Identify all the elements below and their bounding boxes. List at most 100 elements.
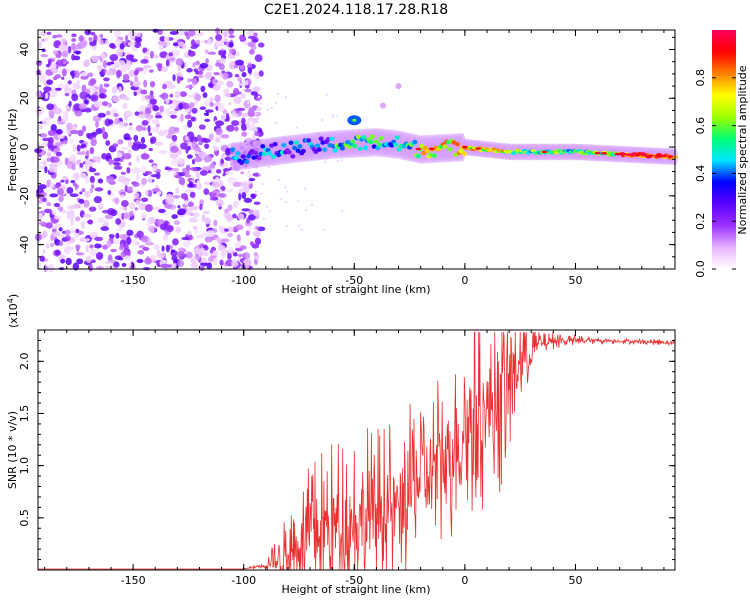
heatmap-noise-blob [70, 226, 76, 232]
heatmap-noise-blob [75, 244, 81, 250]
heatmap-track-cell [419, 143, 425, 149]
heatmap-faint-dot [258, 173, 261, 176]
snr-y-scale-close: ) [7, 294, 20, 298]
heatmap-noise-blob [233, 64, 239, 69]
heatmap-noise-blob [183, 124, 188, 131]
heatmap-noise-blob [69, 138, 74, 145]
heatmap-noise-blob [90, 259, 96, 264]
heatmap-noise-blob [253, 201, 261, 205]
heatmap-noise-blob [216, 199, 224, 207]
heatmap-track-cell [240, 154, 246, 159]
heatmap-noise-blob [108, 42, 116, 49]
heatmap-track-cell [431, 153, 437, 158]
heatmap-noise-blob [36, 90, 41, 98]
heatmap-noise-blob [141, 120, 149, 126]
heatmap-noise-blob [165, 59, 170, 67]
heatmap-noise-blob [107, 190, 112, 195]
heatmap-faint-dot [246, 126, 250, 129]
heatmap-noise-blob [184, 174, 192, 178]
heatmap-noise-blob [204, 143, 210, 149]
heatmap-noise-blob [243, 197, 253, 203]
heatmap-noise-blob [172, 42, 180, 47]
heatmap-noise-blob [63, 246, 72, 255]
heatmap-noise-blob [36, 60, 43, 66]
heatmap-track-cell [235, 151, 241, 156]
heatmap-track-cell [392, 142, 398, 147]
heatmap-noise-blob [192, 212, 200, 218]
heatmap-noise-blob [225, 112, 230, 120]
figure-title: C2E1.2024.118.17.28.R18 [264, 2, 448, 18]
heatmap-noise-blob [184, 212, 191, 216]
heatmap-noise-blob [44, 92, 49, 100]
heatmap-outlier-core [352, 118, 357, 122]
heatmap-noise-blob [252, 86, 261, 92]
heatmap-track-core [428, 147, 435, 151]
heatmap-noise-blob [164, 35, 170, 43]
heatmap-noise-blob [190, 205, 199, 210]
heatmap-noise-blob [168, 110, 178, 115]
heatmap-noise-blob [123, 133, 131, 140]
heatmap-noise-blob [177, 157, 184, 164]
heatmap-noise-blob [36, 261, 42, 269]
heatmap-noise-blob [168, 52, 174, 57]
heatmap-noise-blob [115, 218, 122, 225]
heatmap-noise-blob [256, 106, 262, 112]
heatmap-faint-dot [336, 159, 339, 163]
heatmap-noise-blob [163, 203, 173, 209]
heatmap-noise-blob [112, 143, 119, 148]
heatmap-noise-blob [89, 41, 97, 47]
heatmap-noise-blob [76, 159, 81, 163]
heatmap-noise-blob [248, 49, 255, 55]
heatmap-noise-blob [178, 172, 186, 177]
heatmap-noise-blob [190, 116, 196, 122]
heatmap-noise-blob [133, 91, 137, 96]
heatmap-noise-blob [225, 124, 235, 132]
heatmap-noise-blob [58, 227, 63, 232]
heatmap-noise-blob [47, 130, 56, 136]
heatmap-noise-blob [185, 164, 191, 172]
heatmap-noise-blob [133, 134, 139, 142]
heatmap-noise-blob [97, 112, 106, 118]
heatmap-track-cell [368, 139, 374, 145]
heatmap-noise-blob [40, 54, 49, 58]
heatmap-noise-blob [196, 180, 200, 188]
heatmap-noise-blob [38, 184, 47, 190]
heatmap-noise-blob [38, 124, 43, 130]
heatmap-noise-blob [84, 29, 92, 36]
heatmap-noise-blob [132, 182, 140, 187]
heatmap-track-cell [352, 143, 358, 149]
heatmap-noise-blob [248, 177, 256, 182]
heatmap-noise-blob [247, 35, 256, 39]
heatmap-noise-blob [218, 63, 225, 71]
heatmap-noise-blob [165, 197, 175, 205]
heatmap-noise-blob [143, 64, 152, 69]
heatmap-noise-blob [172, 194, 181, 199]
heatmap-noise-blob [172, 74, 176, 82]
heatmap-noise-blob [187, 78, 191, 83]
heatmap-noise-blob [241, 71, 247, 78]
heatmap-faint-dot [286, 190, 289, 193]
heatmap-noise-blob [135, 69, 139, 75]
heatmap-noise-blob [136, 230, 144, 238]
heatmap-noise-blob [184, 114, 192, 120]
heatmap-noise-blob [95, 120, 99, 128]
heatmap-noise-blob [67, 80, 72, 85]
heatmap-noise-blob [179, 76, 184, 81]
heatmap-noise-blob [237, 253, 245, 257]
heatmap-noise-blob [238, 81, 247, 87]
heatmap-noise-blob [88, 263, 93, 272]
heatmap-noise-blob [154, 115, 163, 119]
heatmap-noise-blob [108, 158, 113, 166]
heatmap-faint-dot [284, 200, 287, 204]
heatmap-faint-dot [304, 187, 307, 190]
heatmap-noise-blob [46, 151, 52, 158]
heatmap-noise-blob [188, 102, 195, 108]
heatmap-noise-blob [213, 72, 220, 76]
heatmap-noise-blob [81, 221, 85, 230]
heatmap-noise-blob [192, 225, 198, 230]
heatmap-noise-blob [187, 145, 191, 151]
heatmap-noise-blob [187, 29, 196, 37]
heatmap-noise-blob [158, 40, 164, 46]
heatmap-noise-blob [204, 99, 211, 107]
heatmap-noise-blob [154, 141, 164, 146]
